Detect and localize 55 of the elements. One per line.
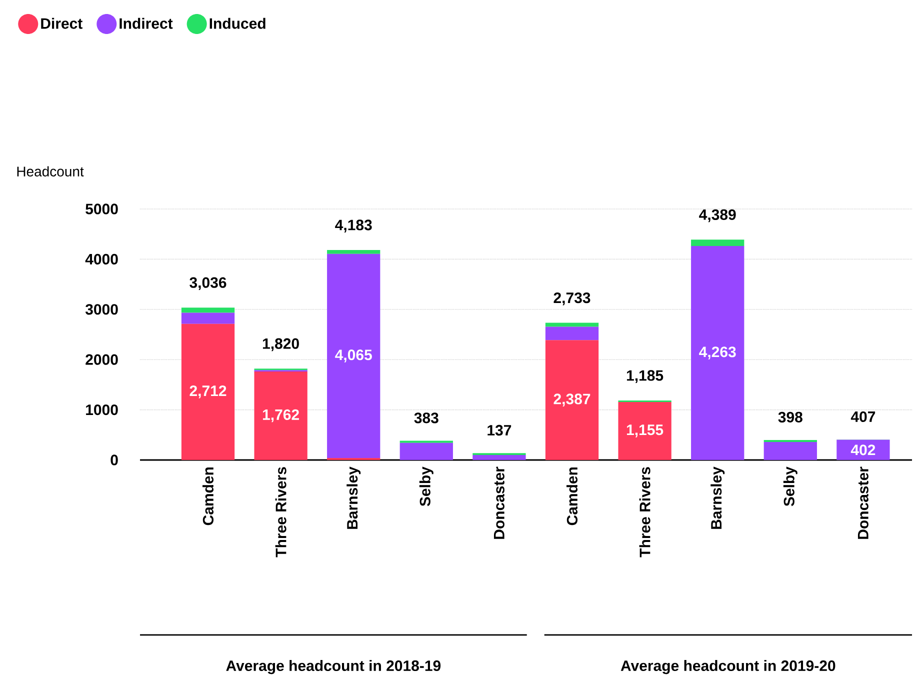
bar — [691, 246, 744, 460]
legend-label: Indirect — [120, 18, 173, 29]
x-tick-label: Three Rivers — [275, 467, 286, 558]
total-label: 407 — [850, 411, 876, 422]
total-label: 383 — [414, 412, 438, 424]
x-tick-label: Selby — [783, 466, 798, 506]
y-tick-label: 2000 — [86, 354, 118, 365]
total-label: 4,389 — [699, 209, 736, 222]
total-label: 1,820 — [262, 338, 299, 352]
y-tick-label: 0 — [110, 454, 118, 466]
bar — [181, 312, 235, 324]
bar — [545, 326, 599, 340]
bar — [327, 250, 380, 254]
x-tick-label: Barnsley — [710, 466, 725, 529]
legend-label: Direct — [41, 18, 82, 29]
bar — [327, 254, 380, 458]
y-tick-label: 5000 — [86, 204, 118, 214]
x-tick-label: Selby — [419, 466, 434, 506]
bar — [618, 402, 672, 460]
bar — [764, 442, 817, 460]
data-label: 402 — [850, 444, 876, 456]
total-label: 4,183 — [335, 220, 372, 232]
legend-label: Induced — [210, 18, 266, 29]
bar — [254, 372, 308, 460]
bar — [472, 454, 526, 460]
data-label: 1,762 — [262, 409, 299, 422]
text: Average headcount in 2019-20 — [620, 660, 836, 674]
text: Average headcount in 2018-19 — [226, 660, 441, 674]
bar — [691, 240, 744, 246]
y-tick-label: 4000 — [85, 254, 118, 264]
total-label: 1,185 — [626, 370, 664, 383]
data-label: 4,263 — [699, 346, 736, 360]
x-tick-label: Doncaster — [494, 466, 504, 539]
x-tick-label: Camden — [202, 467, 214, 526]
x-tick-label: Barnsley — [346, 466, 361, 529]
bar — [181, 324, 235, 460]
bar — [400, 442, 453, 460]
x-tick-label: Three Rivers — [639, 467, 650, 558]
bar — [181, 308, 235, 313]
data-label: 4,065 — [335, 350, 372, 362]
data-label: 2,387 — [554, 394, 590, 406]
bar — [545, 340, 599, 460]
total-label: 398 — [778, 412, 802, 422]
total-label: 2,733 — [554, 292, 590, 306]
y-axis-title: Headcount — [17, 166, 84, 176]
y-tick-label: 1000 — [86, 404, 118, 416]
x-tick-label: Doncaster — [858, 466, 868, 539]
data-label: 1,155 — [626, 424, 664, 438]
x-tick-label: Camden — [566, 467, 578, 526]
total-label: 137 — [488, 424, 512, 436]
bar — [836, 440, 890, 460]
data-label: 2,712 — [190, 386, 226, 398]
y-tick-label: 3000 — [85, 304, 118, 315]
total-label: 3,036 — [190, 277, 226, 290]
bar — [545, 322, 599, 327]
